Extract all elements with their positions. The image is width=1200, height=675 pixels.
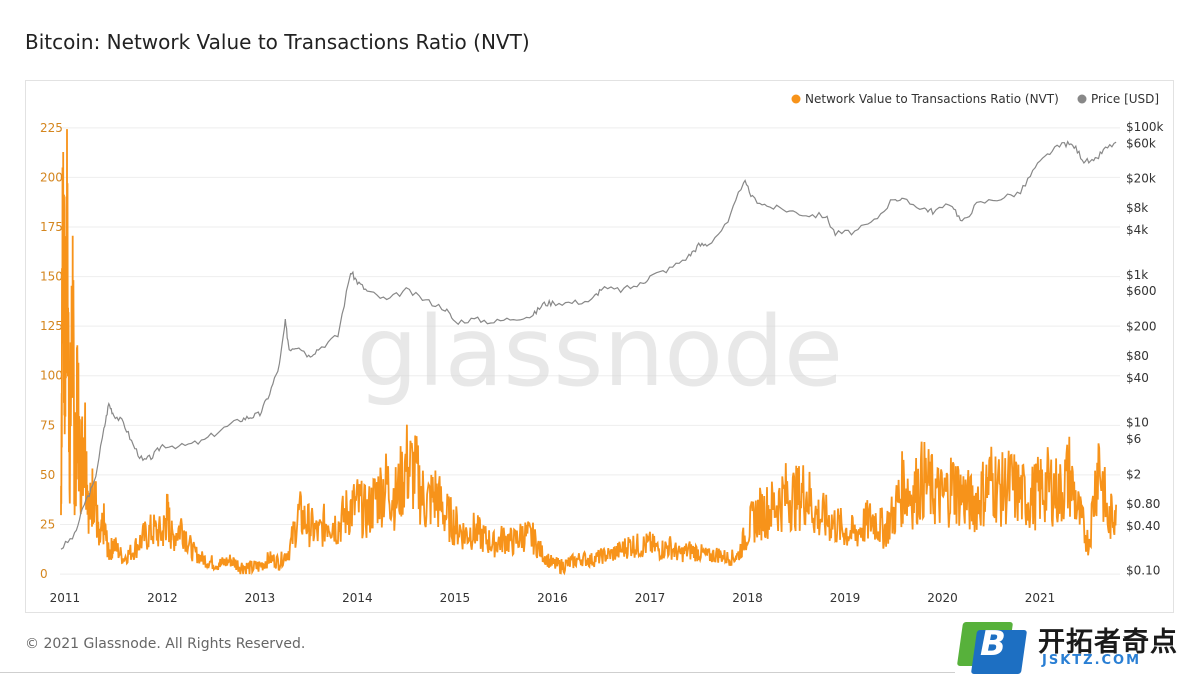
right-tick-label: $6	[1126, 432, 1141, 446]
right-tick-label: $1k	[1126, 268, 1148, 282]
series-line-nvt	[60, 129, 1117, 576]
left-tick-label: 200	[40, 170, 63, 184]
left-tick-label: 50	[40, 468, 55, 482]
left-tick-label: 0	[40, 567, 48, 581]
right-tick-label: $0.40	[1126, 519, 1160, 533]
legend-label-price: Price [USD]	[1091, 92, 1159, 106]
x-tick-label: 2011	[50, 591, 81, 605]
legend-marker-price	[1077, 94, 1087, 104]
page-title: Bitcoin: Network Value to Transactions R…	[25, 30, 530, 54]
x-tick-label: 2012	[147, 591, 178, 605]
right-tick-label: $4k	[1126, 223, 1148, 237]
left-axis: 0 25 50 75 100 125 150 175 200 225	[40, 121, 63, 581]
legend: Network Value to Transactions Ratio (NVT…	[791, 92, 1159, 106]
right-tick-label: $2	[1126, 467, 1141, 481]
x-tick-label: 2017	[635, 591, 666, 605]
right-tick-label: $80	[1126, 349, 1149, 363]
x-tick-label: 2014	[342, 591, 373, 605]
right-tick-label: $200	[1126, 319, 1157, 333]
x-tick-label: 2020	[927, 591, 958, 605]
right-tick-label: $0.80	[1126, 497, 1160, 511]
right-tick-label: $8k	[1126, 201, 1148, 215]
x-tick-label: 2015	[440, 591, 471, 605]
right-tick-label: $60k	[1126, 136, 1156, 150]
x-axis: 2011 2012 2013 2014 2015 2016 2017 2018 2019 2020…	[50, 591, 1056, 605]
right-tick-label: $600	[1126, 284, 1157, 298]
left-tick-label: 150	[40, 270, 63, 284]
divider	[0, 672, 955, 673]
x-tick-label: 2013	[245, 591, 276, 605]
left-tick-label: 75	[40, 418, 55, 432]
legend-label-nvt: Network Value to Transactions Ratio (NVT…	[805, 92, 1059, 106]
brand-icon: B	[956, 622, 1028, 674]
brand-logo: B 开拓者奇点 JSKTZ.COM	[956, 618, 1200, 675]
legend-marker-nvt	[791, 94, 801, 104]
left-tick-label: 100	[40, 369, 63, 383]
right-tick-label: $20k	[1126, 172, 1156, 186]
left-tick-label: 175	[40, 220, 63, 234]
x-tick-label: 2021	[1025, 591, 1056, 605]
left-tick-label: 25	[40, 517, 55, 531]
right-tick-label: $0.10	[1126, 564, 1160, 578]
brand-name: 开拓者奇点	[1038, 627, 1178, 658]
right-axis: $0.10 $0.40 $0.80 $2 $6 $10 $40 $80 $200 $600 $1k $…	[1126, 120, 1164, 578]
x-tick-label: 2019	[830, 591, 861, 605]
watermark: glassnode	[357, 296, 843, 408]
right-tick-label: $10	[1126, 416, 1149, 430]
left-tick-label: 225	[40, 121, 63, 135]
right-tick-label: $100k	[1126, 120, 1164, 134]
copyright-footer: © 2021 Glassnode. All Rights Reserved.	[25, 636, 306, 652]
left-tick-label: 125	[40, 319, 63, 333]
right-tick-label: $40	[1126, 371, 1149, 385]
x-tick-label: 2018	[732, 591, 763, 605]
series-line-price	[60, 140, 1117, 550]
x-tick-label: 2016	[537, 591, 568, 605]
grid-lines	[60, 127, 1120, 575]
brand-url: JSKTZ.COM	[1042, 653, 1142, 668]
chart-panel	[25, 80, 1174, 613]
